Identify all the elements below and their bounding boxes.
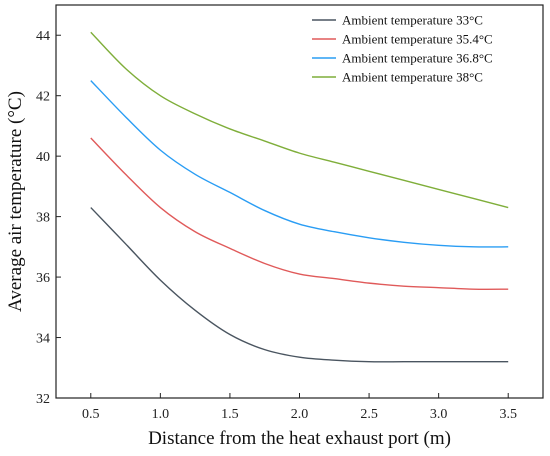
- y-tick-label: 42: [36, 90, 50, 105]
- x-tick-label: 2.0: [291, 407, 309, 422]
- y-tick-label: 34: [36, 332, 50, 347]
- x-tick-label: 2.5: [360, 407, 378, 422]
- y-tick-label: 32: [36, 392, 50, 407]
- y-axis-title: Average air temperature (°C): [5, 91, 26, 312]
- x-tick-label: 1.0: [152, 407, 170, 422]
- series-lines: [90, 31, 509, 363]
- x-tick-label: 0.5: [82, 407, 100, 422]
- series-line-2: [90, 137, 509, 290]
- y-tick-label: 38: [36, 211, 50, 226]
- x-tick-label: 3.5: [499, 407, 517, 422]
- x-tick-label: 3.0: [430, 407, 448, 422]
- axis-ticks: 0.5 1.0 1.5 2.0 2.5 3.0 3.5 32 34 36 38 40 42 44: [36, 29, 517, 422]
- y-tick-label: 40: [36, 150, 50, 165]
- legend-label: Ambient temperature 33°C: [342, 13, 483, 28]
- legend-label: Ambient temperature 35.4°C: [342, 32, 493, 47]
- legend-label: Ambient temperature 36.8°C: [342, 51, 493, 66]
- series-line-3: [90, 80, 509, 248]
- y-tick-label: 36: [36, 271, 50, 286]
- y-tick-label: 44: [36, 29, 50, 44]
- series-line-4: [90, 31, 509, 209]
- x-tick-label: 1.5: [221, 407, 239, 422]
- legend-label: Ambient temperature 38°C: [342, 70, 483, 85]
- series-line-1: [90, 207, 509, 363]
- x-axis-title: Distance from the heat exhaust port (m): [148, 428, 451, 449]
- legend: Ambient temperature 33°C Ambient temperat…: [312, 13, 493, 85]
